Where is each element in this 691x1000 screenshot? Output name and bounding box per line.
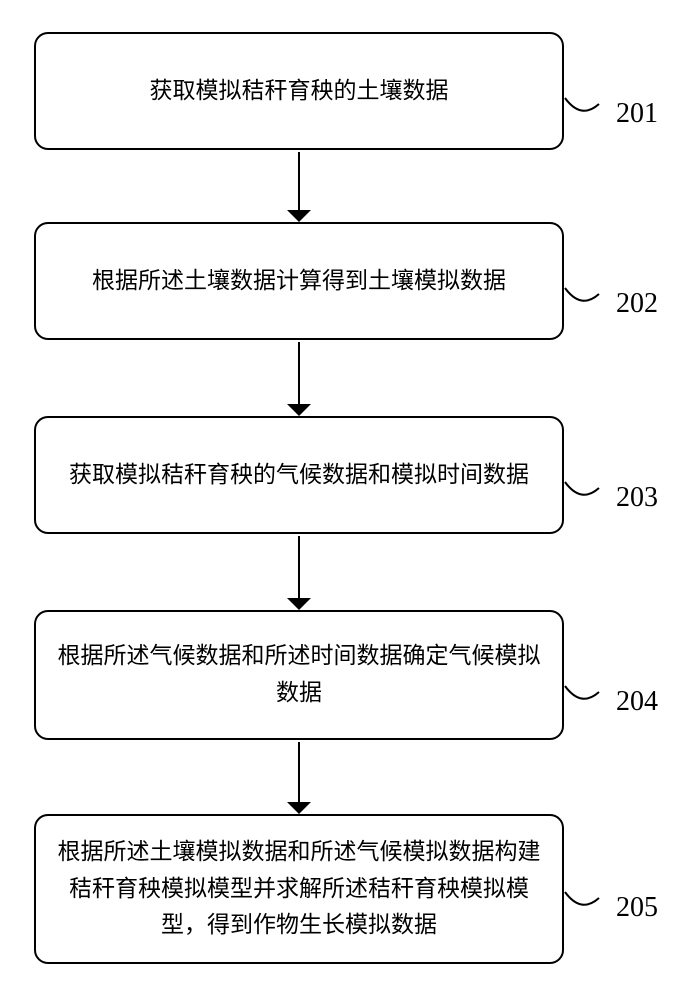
arrow-2-to-3: [287, 342, 311, 416]
step-number-1: 201: [616, 98, 658, 130]
label-connector-5: [565, 892, 615, 932]
flow-step-3: 获取模拟秸秆育秧的气候数据和模拟时间数据: [34, 416, 564, 534]
step-number-4: 204: [616, 686, 658, 718]
flow-step-4: 根据所述气候数据和所述时间数据确定气候模拟数据: [34, 610, 564, 740]
arrow-1-to-2: [287, 152, 311, 222]
label-connector-1: [565, 98, 615, 138]
flowchart-canvas: 获取模拟秸秆育秧的土壤数据 201 根据所述土壤数据计算得到土壤模拟数据 202 获取模…: [0, 0, 691, 1000]
label-connector-4: [565, 686, 615, 726]
flow-step-2: 根据所述土壤数据计算得到土壤模拟数据: [34, 222, 564, 340]
label-connector-3: [565, 482, 615, 522]
flow-step-5: 根据所述土壤模拟数据和所述气候模拟数据构建秸秆育秧模拟模型并求解所述秸秆育秧模拟…: [34, 814, 564, 964]
step-number-2: 202: [616, 288, 658, 320]
arrow-4-to-5: [287, 742, 311, 814]
label-connector-2: [565, 288, 615, 328]
step-number-5: 205: [616, 892, 658, 924]
flow-step-1: 获取模拟秸秆育秧的土壤数据: [34, 32, 564, 150]
step-number-3: 203: [616, 482, 658, 514]
arrow-3-to-4: [287, 536, 311, 610]
